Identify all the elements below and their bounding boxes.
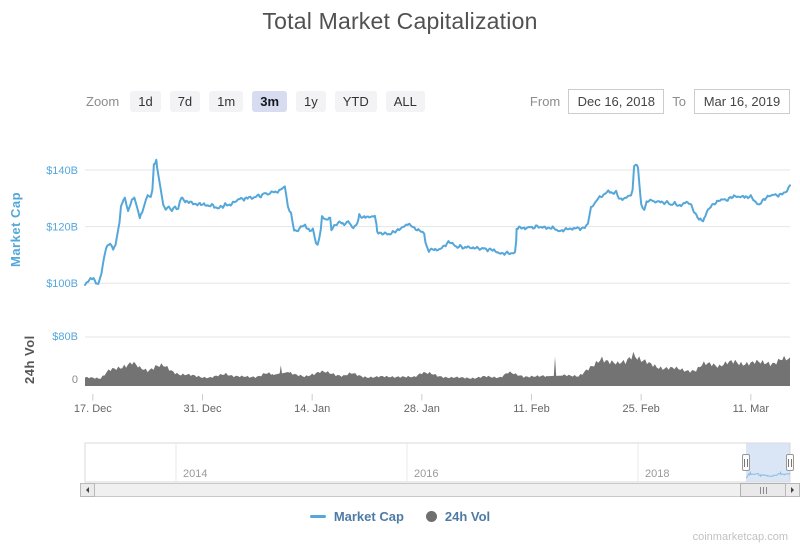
navigator-left-handle[interactable]	[742, 454, 750, 471]
scrollbar-track[interactable]	[80, 483, 800, 497]
from-date-input[interactable]	[568, 89, 665, 114]
handle-grip-icon	[744, 458, 745, 467]
x-axis-label: 28. Jan	[404, 403, 440, 415]
x-axis-label: 11. Feb	[513, 403, 550, 415]
navigator-mini-series	[745, 470, 791, 479]
navigator-right-handle[interactable]	[786, 454, 794, 471]
navigator-selection[interactable]	[746, 443, 790, 482]
y-axis-label: $100B	[46, 278, 78, 290]
zoom-button-ytd[interactable]: YTD	[334, 91, 377, 112]
y-axis-label: $140B	[46, 165, 78, 177]
market-cap-line-series[interactable]	[84, 158, 791, 286]
volume-area-series[interactable]	[85, 351, 790, 386]
legend: Market Cap 24h Vol	[0, 509, 800, 524]
zoom-label: Zoom	[86, 94, 120, 109]
to-label: To	[672, 94, 686, 109]
x-axis-label: 17. Dec	[74, 403, 112, 415]
zoom-button-1y[interactable]: 1y	[296, 91, 326, 112]
navigator-year-label: 2018	[645, 468, 669, 480]
attribution-watermark: coinmarketcap.com	[692, 531, 788, 543]
left-triangle-icon	[83, 487, 89, 493]
zoom-range-selector: Zoom 1d 7d 1m 3m 1y YTD ALL	[86, 91, 425, 112]
thumb-grip-icon	[762, 486, 764, 494]
y-axis-label: $120B	[46, 222, 78, 234]
from-label: From	[529, 94, 561, 109]
x-axis-label: 11. Mar	[733, 403, 770, 415]
legend-market-cap-label[interactable]: Market Cap	[333, 509, 404, 524]
y-axis-label: $80B	[52, 331, 78, 343]
zoom-button-7d[interactable]: 7d	[169, 91, 201, 112]
navigator-year-label: 2014	[183, 468, 207, 480]
navigator-year-label: 2016	[414, 468, 438, 480]
handle-grip-icon	[788, 458, 789, 467]
vol-legend-marker	[425, 511, 437, 522]
chart-title: Total Market Capitalization	[262, 8, 538, 34]
market-cap-axis-title: Market Cap	[8, 191, 23, 267]
zoom-button-all[interactable]: ALL	[385, 91, 425, 112]
x-axis-label: 14. Jan	[294, 403, 330, 415]
date-range-inputs: From To	[530, 89, 790, 114]
y-axis-label: 0	[72, 374, 78, 386]
market-cap-legend-marker	[309, 515, 326, 518]
zoom-buttons: 1d 7d 1m 3m 1y YTD ALL	[130, 91, 425, 112]
legend-vol-label[interactable]: 24h Vol	[444, 509, 491, 524]
x-axis-label: 31. Dec	[184, 403, 222, 415]
scrollbar-thumb[interactable]	[740, 483, 786, 497]
scrollbar-right-arrow[interactable]	[785, 483, 800, 497]
right-triangle-icon	[791, 487, 797, 493]
vol-axis-title: 24h Vol	[22, 335, 37, 385]
zoom-button-3m[interactable]: 3m	[252, 91, 288, 112]
x-axis-label: 25. Feb	[623, 403, 660, 415]
zoom-button-1m[interactable]: 1m	[209, 91, 244, 112]
scrollbar-left-arrow[interactable]	[80, 483, 95, 497]
zoom-button-1d[interactable]: 1d	[130, 91, 161, 112]
to-date-input[interactable]	[694, 89, 790, 114]
